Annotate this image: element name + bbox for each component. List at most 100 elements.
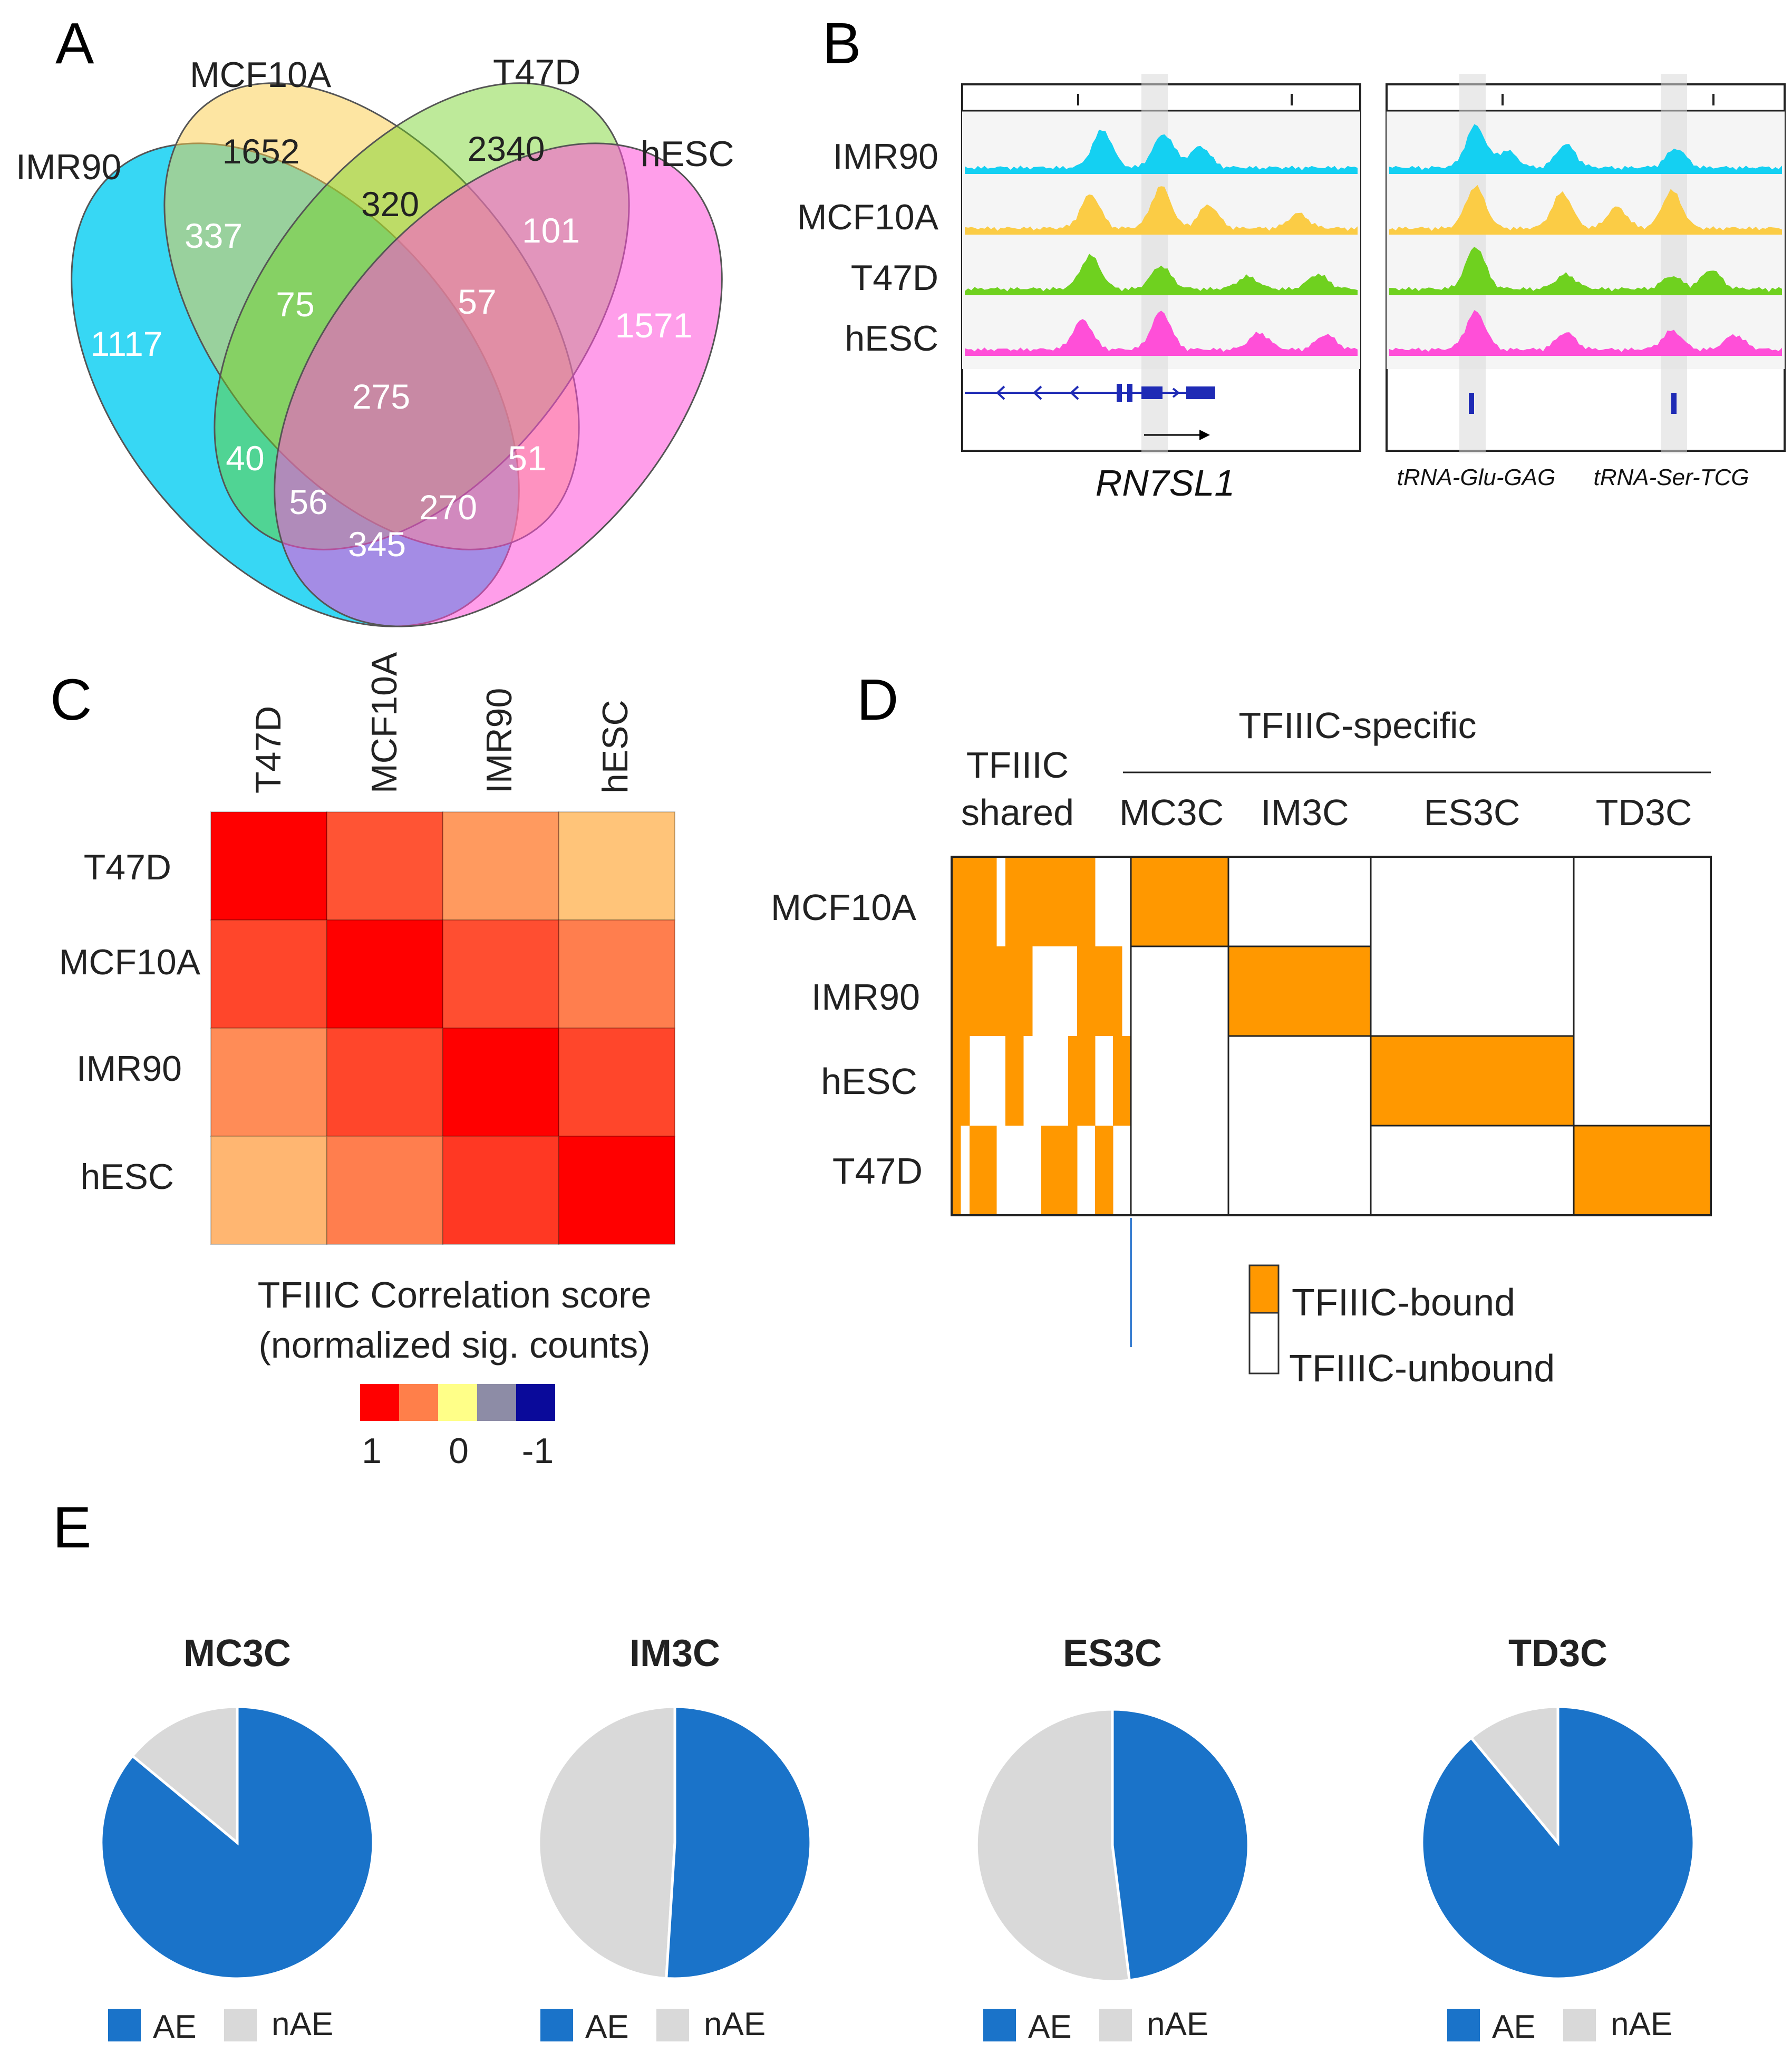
panel-label-b: B xyxy=(822,11,861,76)
gene-model-rn7sl1 xyxy=(965,384,1215,440)
shared-binding-segment xyxy=(1041,1126,1051,1215)
heatmap-col-label-imr90: IMR90 xyxy=(479,688,519,793)
shared-binding-segment xyxy=(970,946,979,1036)
shared-binding-segment xyxy=(1095,1126,1105,1215)
binding-cell-hesc-im3c xyxy=(1228,1036,1371,1126)
color-scale-swatch-3 xyxy=(477,1384,516,1421)
pie-slice-nae-mc3c xyxy=(130,1705,239,1846)
heatmap-cell-hesc-t47d xyxy=(210,1136,327,1245)
binding-cell-mcf10a-mc3c xyxy=(1131,857,1228,946)
shared-binding-segment xyxy=(1068,857,1078,946)
legend-label-nae: nAE xyxy=(272,2006,333,2042)
shared-binding-segment xyxy=(979,946,988,1036)
venn-set-label-imr90: IMR90 xyxy=(16,147,121,187)
shared-binding-segment xyxy=(952,857,961,946)
color-scale-swatch-2 xyxy=(438,1384,477,1421)
pie-slice-nae-im3c xyxy=(537,1705,676,1980)
shared-binding-segment xyxy=(952,1126,961,1215)
venn-count-t47d: 2340 xyxy=(468,129,545,168)
binding-cell-imr90-mc3c xyxy=(1131,946,1228,1036)
track-label-t47d: T47D xyxy=(851,258,938,298)
track-label-mcf10a: MCF10A xyxy=(797,197,939,237)
heatmap-col-label-hesc: hESC xyxy=(595,700,635,793)
track-label-imr90: IMR90 xyxy=(833,137,938,177)
binding-cell-hesc-td3c xyxy=(1574,1036,1711,1126)
venn-count-imr90-mcf10a-t47d: 75 xyxy=(276,285,314,324)
shared-binding-segment xyxy=(1104,1126,1113,1215)
venn-count-imr90-t47d-hesc: 56 xyxy=(289,482,327,521)
legend-swatch-nae xyxy=(224,2009,257,2041)
panel-c: C T47D MCF10A IMR90 hESC T47D MCF10A IMR… xyxy=(50,652,675,1471)
heatmap-cell-imr90-imr90 xyxy=(442,1028,559,1137)
heatmap-cell-imr90-t47d xyxy=(210,1028,327,1137)
heatmap-col-label-t47d: T47D xyxy=(248,706,288,793)
signal-track-locus1-t47d xyxy=(965,254,1358,295)
shared-binding-segment xyxy=(1104,946,1113,1036)
shared-binding-segment xyxy=(961,946,970,1036)
gene-mark-trna-ser xyxy=(1671,393,1677,414)
shared-binding-segment xyxy=(952,946,961,1036)
legend-label-ae: AE xyxy=(1492,2009,1536,2045)
shared-binding-segment xyxy=(1113,1036,1122,1126)
shared-binding-segment xyxy=(970,857,979,946)
row-label-t47d: T47D xyxy=(832,1150,923,1192)
shared-binding-segment xyxy=(970,1126,979,1215)
pie-title-td3c: TD3C xyxy=(1508,1632,1607,1674)
binding-cell-imr90-im3c xyxy=(1228,946,1371,1036)
pie-slice-ae-td3c xyxy=(1420,1705,1696,1980)
shared-binding-segment xyxy=(1005,857,1015,946)
shared-binding-segment xyxy=(1077,946,1087,1036)
header-tfiiic-shared-1: TFIIIC xyxy=(966,744,1069,786)
venn-count-imr90-mcf10a-hesc: 270 xyxy=(419,488,477,527)
track-label-hesc: hESC xyxy=(845,318,938,359)
legend-swatch-unbound xyxy=(1248,1312,1280,1374)
heatmap-cell-mcf10a-imr90 xyxy=(442,919,559,1029)
heatmap-cell-hesc-hesc xyxy=(558,1136,675,1245)
panel-label-e: E xyxy=(53,1495,91,1560)
shared-binding-segment xyxy=(1086,946,1096,1036)
legend-swatch-ae xyxy=(540,2009,573,2041)
shared-binding-segment xyxy=(1014,857,1024,946)
signal-track-locus2-t47d xyxy=(1389,247,1782,295)
header-tfiiic-specific: TFIIIC-specific xyxy=(1238,705,1476,746)
legend-label-ae: AE xyxy=(585,2009,629,2045)
legend-swatch-nae xyxy=(1099,2009,1132,2041)
pie-legend-mc3c: AE nAE xyxy=(108,2006,333,2045)
signal-track-locus2-imr90 xyxy=(1389,124,1782,174)
binding-cell-hesc-es3c xyxy=(1371,1036,1574,1126)
panel-b: B IMR90 MCF10A T47D hESC xyxy=(797,11,1786,504)
signal-track-locus1-hesc xyxy=(965,311,1358,356)
col-label-td3c: TD3C xyxy=(1596,792,1692,833)
shared-binding-segment xyxy=(1077,857,1087,946)
shared-binding-segment xyxy=(1005,946,1015,1036)
shared-binding-segment xyxy=(1068,1126,1078,1215)
shared-binding-segment xyxy=(1023,857,1033,946)
legend-label-nae: nAE xyxy=(1147,2006,1208,2042)
venn-count-imr90-hesc: 345 xyxy=(348,525,406,564)
shared-binding-segment xyxy=(979,857,988,946)
heatmap-row-label-mcf10a: MCF10A xyxy=(59,942,201,982)
shared-binding-segment xyxy=(1041,857,1051,946)
col-label-es3c: ES3C xyxy=(1424,792,1520,833)
row-label-hesc: hESC xyxy=(821,1061,917,1102)
heatmap-cell-t47d-imr90 xyxy=(442,811,559,921)
pie-slice-nae-td3c xyxy=(1469,1705,1559,1846)
heatmap-cell-imr90-mcf10a xyxy=(326,1028,443,1137)
scale-label-1: 1 xyxy=(362,1431,382,1471)
shared-binding-segment xyxy=(952,1036,961,1126)
shared-binding-segment xyxy=(979,1126,988,1215)
legend-label-ae: AE xyxy=(153,2009,197,2045)
legend-label-unbound: TFIIIC-unbound xyxy=(1289,1348,1555,1390)
pie-title-im3c: IM3C xyxy=(629,1632,720,1674)
pie-slice-ae-mc3c xyxy=(100,1705,375,1980)
heatmap-legend-title: TFIIIC Correlation score xyxy=(258,1274,652,1315)
shared-binding-segment xyxy=(1050,857,1060,946)
gene-label-trna-glu: tRNA-Glu-GAG xyxy=(1397,464,1556,490)
venn-count-imr90-mcf10a: 337 xyxy=(185,216,243,255)
heatmap-cell-mcf10a-t47d xyxy=(210,919,327,1029)
pie-slice-ae-im3c xyxy=(665,1705,812,1980)
heatmap-cell-t47d-mcf10a xyxy=(326,811,443,921)
venn-ellipse-hesc xyxy=(274,142,723,627)
scale-label-0: 0 xyxy=(449,1431,469,1471)
shared-binding-segment xyxy=(1095,946,1105,1036)
